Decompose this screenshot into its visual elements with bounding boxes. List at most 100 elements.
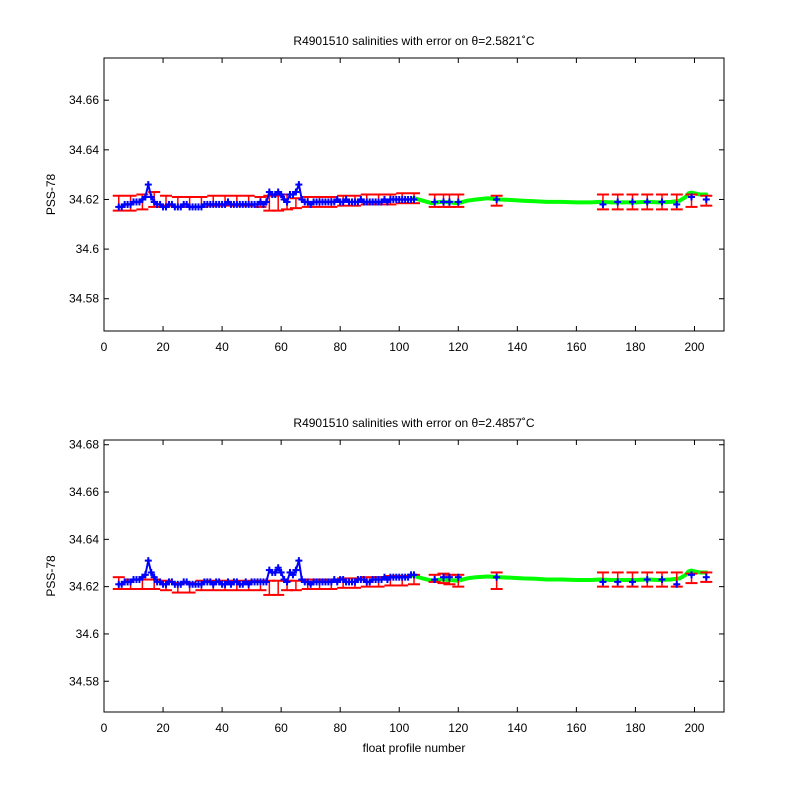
point-marker-dot bbox=[382, 575, 387, 579]
point-marker-dot bbox=[158, 202, 162, 207]
point-marker-dot bbox=[675, 202, 679, 207]
point-marker-dot bbox=[244, 580, 248, 584]
point-marker-dot bbox=[140, 197, 144, 202]
point-marker-dot bbox=[146, 182, 150, 187]
point-marker-dot bbox=[332, 200, 336, 204]
point-marker-dot bbox=[645, 577, 649, 582]
x-tick-label: 60 bbox=[274, 340, 288, 354]
y-tick-label: 34.58 bbox=[69, 674, 99, 688]
measured-point bbox=[292, 566, 300, 574]
point-marker-dot bbox=[294, 190, 298, 194]
point-marker-dot bbox=[412, 573, 416, 577]
x-tick-label: 20 bbox=[156, 721, 170, 735]
point-marker-dot bbox=[179, 582, 183, 586]
measured-point bbox=[277, 191, 285, 198]
y-tick-label: 34.64 bbox=[69, 143, 99, 157]
point-marker-dot bbox=[223, 202, 227, 207]
point-marker-dot bbox=[247, 582, 251, 586]
measured-point bbox=[410, 571, 418, 579]
measured-point bbox=[292, 188, 300, 196]
point-marker-dot bbox=[235, 580, 239, 584]
point-marker-dot bbox=[288, 570, 292, 575]
point-marker-dot bbox=[279, 192, 283, 197]
measured-point bbox=[141, 571, 149, 579]
point-marker-dot bbox=[264, 200, 268, 204]
point-marker-dot bbox=[341, 200, 345, 204]
point-marker-dot bbox=[495, 197, 499, 202]
point-marker-dot bbox=[379, 200, 384, 204]
point-marker-dot bbox=[630, 580, 635, 584]
point-marker-dot bbox=[152, 200, 156, 204]
x-tick-label: 180 bbox=[625, 340, 645, 354]
point-marker-dot bbox=[356, 200, 360, 204]
x-tick-label: 20 bbox=[156, 340, 170, 354]
point-marker-dot bbox=[300, 577, 304, 582]
x-tick-label: 200 bbox=[684, 340, 704, 354]
measured-point bbox=[673, 200, 681, 208]
point-marker-dot bbox=[267, 190, 271, 194]
error-bar bbox=[289, 197, 302, 210]
point-marker-dot bbox=[362, 577, 366, 582]
measured-point bbox=[431, 576, 439, 584]
measured-point bbox=[445, 573, 453, 581]
measured-point bbox=[150, 573, 158, 581]
point-marker-dot bbox=[382, 197, 387, 202]
point-marker-dot bbox=[406, 575, 410, 579]
point-marker-dot bbox=[385, 200, 390, 204]
measured-point bbox=[628, 578, 636, 586]
measured-point bbox=[283, 198, 291, 206]
point-marker-dot bbox=[199, 205, 204, 209]
measured-point bbox=[493, 195, 501, 203]
measured-point bbox=[144, 557, 152, 565]
y-tick-label: 34.6 bbox=[76, 627, 100, 641]
x-tick-label: 120 bbox=[448, 340, 468, 354]
point-marker-dot bbox=[359, 197, 363, 202]
x-tick-label: 0 bbox=[101, 721, 108, 735]
point-marker-dot bbox=[273, 570, 277, 575]
point-marker-dot bbox=[412, 197, 416, 202]
point-marker-dot bbox=[309, 582, 313, 586]
point-marker-dot bbox=[447, 575, 452, 579]
point-marker-dot bbox=[273, 192, 277, 197]
point-marker-dot bbox=[291, 573, 295, 577]
point-marker-dot bbox=[164, 205, 168, 209]
point-marker-dot bbox=[185, 202, 189, 207]
y-tick-label: 34.64 bbox=[69, 532, 99, 546]
x-tick-label: 120 bbox=[448, 721, 468, 735]
measured-point bbox=[614, 198, 622, 206]
point-marker-dot bbox=[241, 582, 245, 586]
x-tick-label: 180 bbox=[625, 721, 645, 735]
x-tick-label: 0 bbox=[101, 340, 108, 354]
point-marker-dot bbox=[630, 200, 635, 204]
y-tick-label: 34.6 bbox=[76, 242, 100, 256]
point-marker-dot bbox=[120, 582, 124, 586]
point-marker-dot bbox=[291, 192, 295, 197]
point-marker-dot bbox=[329, 580, 333, 584]
point-marker-dot bbox=[255, 202, 260, 207]
point-marker-dot bbox=[306, 580, 310, 584]
point-marker-dot bbox=[137, 577, 142, 582]
measured-point bbox=[147, 568, 155, 576]
measured-point bbox=[431, 198, 439, 206]
point-marker-dot bbox=[170, 202, 174, 207]
point-marker-dot bbox=[353, 580, 357, 584]
chart-bottom: R4901510 salinities with error on θ=2.48… bbox=[44, 416, 725, 755]
point-marker-dot bbox=[149, 195, 153, 199]
measured-point bbox=[440, 198, 448, 206]
y-tick-label: 34.58 bbox=[69, 292, 99, 306]
point-marker-dot bbox=[306, 200, 310, 204]
point-marker-dot bbox=[120, 205, 124, 209]
point-marker-dot bbox=[217, 580, 221, 584]
point-marker-dot bbox=[149, 570, 153, 575]
x-tick-label: 140 bbox=[507, 721, 527, 735]
point-marker-dot bbox=[294, 568, 298, 572]
measured-point bbox=[277, 568, 285, 576]
point-marker-dot bbox=[456, 200, 460, 204]
measured-point bbox=[628, 198, 636, 206]
point-marker-dot bbox=[447, 200, 452, 204]
point-marker-dot bbox=[704, 575, 708, 579]
y-tick-label: 34.68 bbox=[69, 438, 99, 452]
point-marker-dot bbox=[309, 202, 313, 207]
y-tick-label: 34.66 bbox=[69, 93, 99, 107]
